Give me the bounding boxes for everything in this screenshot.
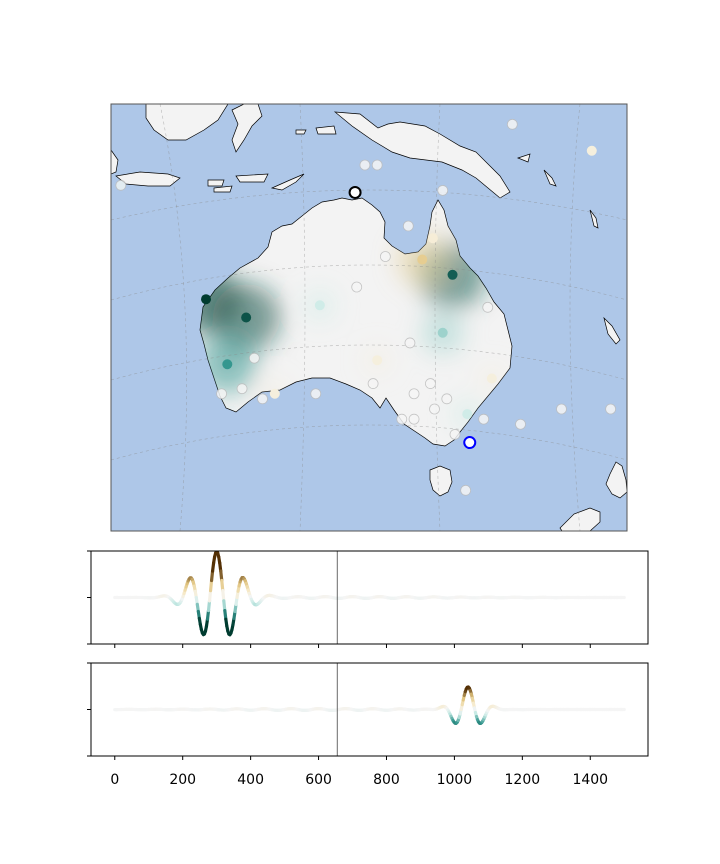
station-marker [396, 413, 408, 425]
land-borneo [145, 104, 229, 141]
station-marker [257, 393, 268, 405]
graticule-line [111, 189, 627, 221]
station-marker [404, 337, 416, 349]
station-marker [460, 484, 472, 496]
station-marker [379, 251, 391, 262]
land-island-2 [235, 173, 269, 183]
land-sumatra [111, 149, 119, 175]
graticule-line [159, 104, 187, 531]
x-tick-label: 1400 [572, 772, 608, 788]
station-marker [402, 220, 414, 232]
map-panel [111, 104, 627, 531]
station-marker [486, 373, 497, 384]
station-marker [478, 413, 490, 425]
x-tick-label: 400 [237, 772, 264, 788]
station-marker [359, 159, 371, 171]
trace-segment [207, 589, 213, 603]
map-graticule [111, 104, 627, 531]
trace-segment [206, 599, 212, 613]
graticule-line [569, 104, 581, 531]
station-marker [441, 393, 453, 405]
station-marker [201, 294, 212, 305]
station-marker [556, 403, 567, 415]
station-marker [115, 179, 127, 191]
station-marker [241, 312, 252, 323]
station-marker [310, 388, 322, 400]
station-marker [372, 355, 383, 366]
land-island-1 [207, 179, 225, 187]
land-bougainville [516, 153, 531, 163]
station-marker [216, 388, 227, 400]
graticule-line [111, 424, 627, 461]
land-tasmania [429, 465, 453, 497]
station-marker [351, 281, 363, 293]
receiver-marker [463, 436, 477, 450]
station-marker [236, 383, 248, 395]
station-marker [408, 388, 420, 400]
station-marker [605, 403, 617, 415]
source-marker [348, 185, 362, 199]
station-marker [314, 300, 325, 311]
station-marker [515, 418, 526, 430]
station-marker [447, 269, 458, 280]
station-marker [417, 254, 428, 265]
land-timor [270, 173, 305, 191]
graticule-line [111, 344, 627, 381]
land-seram [295, 129, 307, 135]
land-nz-north [605, 461, 627, 499]
land-vanuatu [589, 209, 599, 229]
station-marker [437, 185, 449, 196]
station-marker [586, 145, 597, 156]
station-marker [367, 378, 379, 389]
trace-panel-1 [87, 550, 649, 648]
trace-segment [208, 578, 214, 593]
land-island-3 [213, 185, 233, 193]
map-frame [110, 103, 628, 532]
station-marker [269, 388, 280, 399]
x-tick-label: 200 [169, 772, 196, 788]
x-tick-label: 800 [373, 772, 400, 788]
land-solomons [543, 169, 557, 187]
station-marker [425, 378, 436, 389]
land-java [115, 171, 181, 187]
trace-panel-2: 0 200 400 600 800 1000 1200 1400 [87, 662, 649, 788]
land-new-guinea [333, 111, 511, 199]
station-marker [437, 327, 448, 338]
trace-segment [220, 578, 225, 593]
x-tick-label: 0 [110, 772, 119, 788]
x-tick-label: 1200 [505, 772, 541, 788]
land-buru [315, 125, 337, 135]
x-tick-label: 1000 [437, 772, 473, 788]
station-marker [506, 118, 518, 130]
station-marker [222, 359, 233, 370]
graticule-line [299, 104, 306, 531]
station-marker [408, 413, 420, 425]
station-marker [427, 233, 438, 244]
land-nz-south [559, 507, 601, 531]
station-marker [449, 429, 461, 440]
station-marker [429, 403, 440, 415]
station-layer [115, 118, 617, 496]
station-marker [482, 301, 494, 313]
graticule-line [434, 104, 441, 531]
station-marker [248, 352, 260, 364]
land-new-caledonia [603, 316, 621, 345]
land-sulawesi [231, 104, 263, 153]
trace-segment [222, 599, 227, 613]
station-marker [462, 409, 473, 420]
trace-segment [221, 589, 226, 603]
x-tick-label: 600 [305, 772, 332, 788]
graticule-line [111, 264, 627, 301]
station-marker [371, 159, 383, 171]
